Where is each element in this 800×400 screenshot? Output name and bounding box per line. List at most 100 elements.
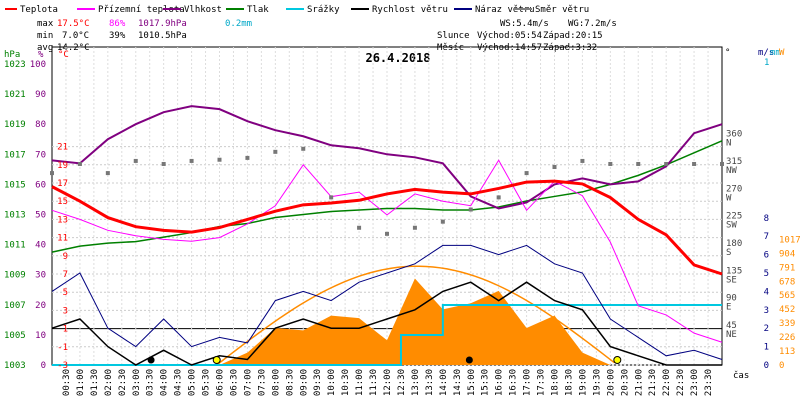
legend-label: Vlhkost [184, 5, 222, 15]
axis-dir-tick: 270 [726, 184, 742, 194]
wind-dir-point [301, 146, 306, 151]
axis-wind-tick: 7 [764, 232, 769, 242]
axis-sol-tick: 113 [779, 347, 795, 357]
legend-label: Náraz větru [475, 5, 535, 15]
wind-dir-point [552, 165, 557, 170]
stat-min-humidity: 39% [109, 31, 126, 41]
legend-label: Přízemní teplota [98, 5, 185, 15]
axis-wind-tick: 2 [764, 324, 769, 334]
axis-sol-tick: 904 [779, 249, 795, 259]
axis-temp-tick: 13 [57, 215, 68, 225]
x-tick-label: 18:00 [551, 369, 561, 396]
axis-sol-tick: 1017 [779, 235, 800, 245]
axis-pct-tick: 80 [35, 120, 46, 130]
x-tick-label: 20:00 [606, 369, 616, 396]
wind-speed-info: WS:5.4m/s [500, 19, 549, 29]
x-tick-label: 15:00 [467, 369, 477, 396]
wind-dir-point [664, 161, 669, 166]
axis-wind-tick: 4 [764, 287, 769, 297]
x-tick-label: 17:00 [523, 369, 533, 396]
axis-hpa-tick: 1015 [4, 180, 26, 190]
axis-unit-temp: °C [58, 50, 69, 60]
stat-max-humidity: 86% [109, 19, 126, 29]
x-tick-label: 22:30 [676, 369, 686, 396]
humidity-line [51, 105, 723, 210]
x-tick-label: 06:30 [229, 369, 239, 396]
wind-dir-point [245, 155, 250, 160]
axis-temp-tick: 5 [63, 288, 68, 298]
axis-dir-tick: NW [726, 166, 737, 176]
axis-dir-tick: N [726, 139, 731, 149]
axis-wind-tick: 6 [764, 251, 769, 261]
axis-hpa-tick: 1005 [4, 331, 26, 341]
stat-max-temp: 17.5°C [57, 19, 90, 29]
sunset-time: Západ:20:15 [543, 31, 603, 41]
x-tick-label: 11:30 [369, 369, 379, 396]
x-tick-label: 02:00 [104, 369, 114, 396]
axis-pct-tick: 70 [35, 150, 46, 160]
x-tick-label: 06:00 [216, 369, 226, 396]
x-tick-label: 05:00 [188, 369, 198, 396]
x-tick-label: 18:30 [564, 369, 574, 396]
axis-dir-tick: SW [726, 221, 737, 231]
wind-dir-point [468, 207, 473, 212]
axis-wind-tick: 5 [764, 269, 769, 279]
axis-pct-tick: 50 [35, 211, 46, 221]
x-tick-label: 21:00 [634, 369, 644, 396]
x-tick-label: 22:00 [662, 369, 672, 396]
axis-hpa-tick: 1023 [4, 60, 26, 70]
axis-unit-dir: ° [725, 48, 730, 58]
stat-max-precip: 0.2mm [225, 19, 252, 29]
axis-unit-pct: % [38, 50, 44, 60]
axis-hpa-tick: 1013 [4, 211, 26, 221]
wind-dir-point [105, 171, 110, 176]
axis-unit-rain: mm [770, 48, 781, 58]
sunset-marker [613, 356, 622, 364]
axis-temp-tick: 3 [63, 306, 68, 316]
axis-dir-tick: 90 [726, 294, 737, 304]
x-tick-label: 10:30 [341, 369, 351, 396]
x-tick-label: 23:30 [704, 369, 714, 396]
wind-speed-line [51, 281, 722, 366]
x-tick-label: 01:00 [76, 369, 86, 396]
axis-dir-tick: 135 [726, 266, 742, 276]
wind-dir-point [217, 157, 222, 162]
axis-wind-tick: 0 [764, 361, 769, 371]
wind-dir-point [496, 195, 501, 200]
moonset-marker [147, 356, 155, 364]
axis-unit-hpa: hPa [4, 50, 20, 60]
wind-dir-point [273, 149, 278, 154]
x-tick-label: 19:30 [592, 369, 602, 396]
axis-wind-tick: 8 [764, 214, 769, 224]
x-tick-label: 07:00 [243, 369, 253, 396]
axis-sol-tick: 565 [779, 291, 795, 301]
axis-temp-tick: 9 [63, 252, 68, 262]
stat-avg-temp: 14.2°C [57, 43, 90, 53]
x-tick-label: 03:30 [146, 369, 156, 396]
x-tick-label: 23:00 [690, 369, 700, 396]
axis-temp-tick: 15 [57, 197, 68, 207]
stats-row-label: min [37, 31, 53, 41]
x-tick-label: 17:30 [537, 369, 547, 396]
x-tick-label: 21:30 [648, 369, 658, 396]
sun-label: Slunce [437, 31, 470, 41]
axis-temp-tick: 21 [57, 143, 68, 153]
axis-hpa-tick: 1017 [4, 150, 26, 160]
axis-rain-tick: 1 [764, 58, 769, 68]
axis-temp-tick: 19 [57, 161, 68, 171]
x-tick-label: 19:00 [578, 369, 588, 396]
x-tick-label: 16:30 [509, 369, 519, 396]
x-tick-label: 04:00 [160, 369, 170, 396]
axis-hpa-tick: 1021 [4, 90, 26, 100]
axis-pct-tick: 60 [35, 180, 46, 190]
axis-sol-tick: 0 [779, 361, 784, 371]
wind-gust-info: WG:7.2m/s [568, 19, 617, 29]
wind-dir-point [608, 161, 613, 166]
sun-moon-info: WS:5.4m/s WG:7.2m/s Slunce Východ:05:54 Zápa… [437, 19, 617, 53]
wind-dir-point [133, 158, 138, 163]
axis-unit-wind: m/s [758, 48, 774, 58]
stats-block: max min avg 17.5°C 86% 1017.9hPa 0.2mm 7.0°C 39%… [37, 19, 252, 53]
x-tick-label: 01:30 [90, 369, 100, 396]
moon-label: Měsíc [437, 43, 464, 53]
wind-dir-point [692, 161, 697, 166]
